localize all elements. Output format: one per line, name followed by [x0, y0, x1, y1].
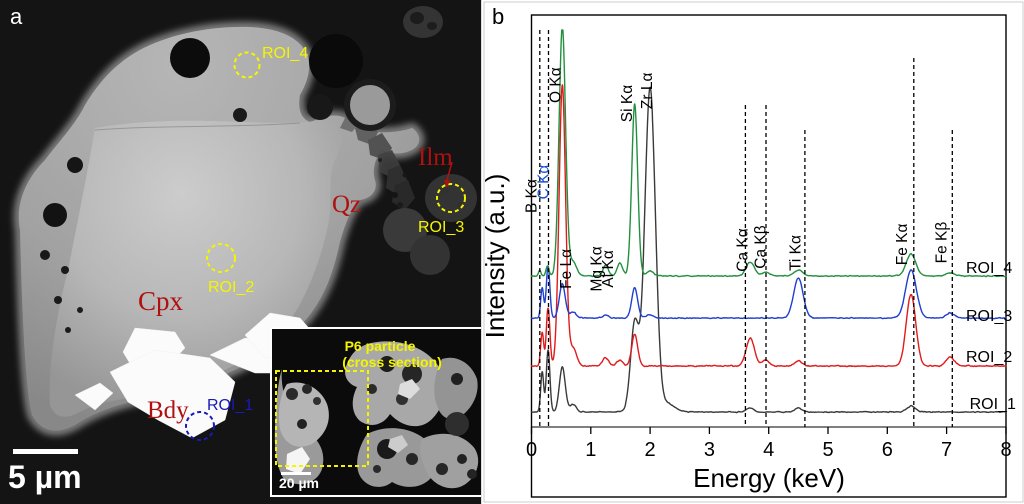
svg-text:O Kα: O Kα: [548, 67, 565, 103]
svg-text:ROI_4: ROI_4: [966, 260, 1012, 277]
svg-text:(cross section): (cross section): [342, 354, 442, 370]
svg-text:b: b: [492, 4, 504, 29]
svg-text:Ti Kα: Ti Kα: [788, 235, 805, 271]
svg-text:Energy (keV): Energy (keV): [693, 463, 845, 493]
svg-text:4: 4: [763, 439, 774, 461]
svg-text:6: 6: [882, 439, 893, 461]
svg-text:8: 8: [1000, 439, 1011, 461]
svg-text:a: a: [10, 4, 23, 29]
svg-text:5: 5: [822, 439, 833, 461]
svg-text:Qz: Qz: [332, 191, 361, 218]
svg-text:7: 7: [941, 439, 952, 461]
svg-text:Zr Lα: Zr Lα: [639, 73, 656, 110]
svg-text:Cpx: Cpx: [138, 286, 184, 316]
svg-text:Bdy: Bdy: [147, 397, 189, 424]
svg-text:ROI_4: ROI_4: [262, 45, 308, 62]
svg-text:ROI_2: ROI_2: [966, 349, 1012, 366]
svg-text:Intensity (a.u.): Intensity (a.u.): [482, 174, 510, 339]
svg-text:ROI_2: ROI_2: [208, 279, 254, 296]
svg-text:Ca Kβ: Ca Kβ: [753, 225, 770, 268]
svg-text:Fe Lα: Fe Lα: [558, 249, 575, 289]
svg-text:Fe Kβ: Fe Kβ: [934, 222, 951, 264]
svg-text:3: 3: [704, 439, 715, 461]
svg-text:C Kα: C Kα: [536, 165, 553, 200]
svg-text:ROI_3: ROI_3: [418, 219, 464, 236]
svg-text:ROI_1: ROI_1: [207, 397, 253, 414]
svg-text:ROI_3: ROI_3: [966, 308, 1012, 325]
svg-text:0: 0: [526, 439, 537, 461]
svg-text:1: 1: [585, 439, 596, 461]
svg-text:Al Kα: Al Kα: [600, 250, 617, 287]
svg-text:Fe Kα: Fe Kα: [894, 224, 911, 266]
svg-text:P6 particle: P6 particle: [345, 338, 416, 354]
svg-text:Ca Kα: Ca Kα: [735, 228, 752, 271]
svg-text:ROI_1: ROI_1: [970, 396, 1016, 413]
svg-text:Si Kα: Si Kα: [619, 85, 636, 122]
svg-text:Ilm: Ilm: [418, 144, 453, 171]
svg-text:2: 2: [645, 439, 656, 461]
